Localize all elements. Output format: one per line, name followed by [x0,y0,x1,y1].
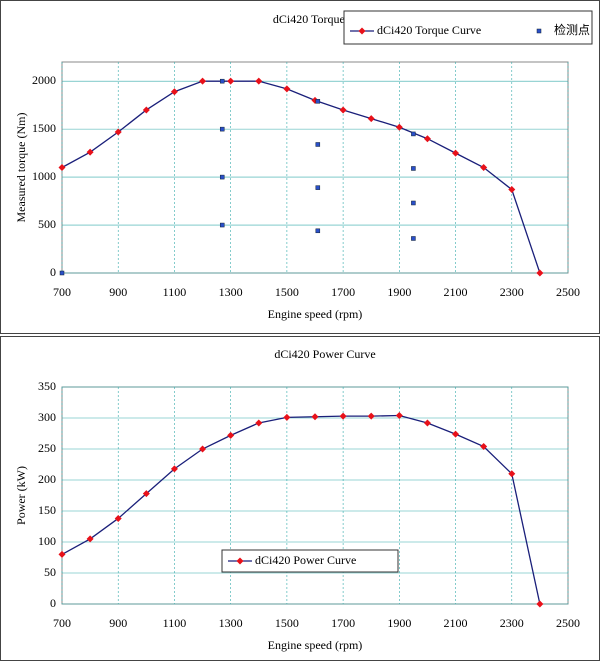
y-tick-label: 0 [50,265,56,279]
data-point [423,135,431,143]
y-tick-label: 50 [44,565,56,579]
data-point [367,412,375,420]
chart-title: dCi420 Power Curve [274,347,375,361]
data-point [339,106,347,114]
y-tick-label: 100 [38,534,56,548]
data-point [315,228,321,234]
data-point [452,149,460,157]
legend [343,10,593,45]
data-point [315,142,321,147]
data-point [283,413,291,421]
data-point [219,126,225,132]
legend-label: dCi420 Power Curve [255,553,356,567]
y-tick-label: 250 [38,441,56,455]
y-tick-label: 1500 [32,121,56,135]
data-point [315,99,321,104]
x-tick-label: 1900 [387,285,411,299]
x-tick-label: 1300 [219,616,243,630]
legend-label: dCi420 Torque Curve [377,23,481,37]
data-point [219,78,225,84]
data-point [411,200,416,206]
x-tick-label: 700 [53,616,71,630]
series-line [61,414,541,605]
y-tick-label: 150 [38,503,56,517]
data-point [199,77,207,85]
x-tick-label: 2300 [500,616,524,630]
data-point [219,222,225,228]
x-tick-label: 1500 [275,616,299,630]
data-point [508,186,516,194]
data-point [199,445,207,453]
x-tick-label: 2100 [444,285,468,299]
x-tick-label: 1100 [163,616,187,630]
data-point [536,600,544,608]
y-tick-label: 500 [38,217,56,231]
data-point [367,115,375,123]
y-tick-label: 200 [38,472,56,486]
data-point [255,77,263,85]
data-point [536,269,544,277]
legend-marker [358,27,366,35]
data-point [86,535,94,543]
x-tick-label: 2300 [500,285,524,299]
x-tick-label: 700 [53,285,71,299]
data-point [170,465,178,473]
data-point [58,164,66,171]
data-point [311,413,319,421]
data-point [142,490,150,498]
x-tick-label: 2500 [556,285,580,299]
data-point [170,88,178,96]
x-tick-label: 1700 [331,616,355,630]
x-tick-label: 1900 [387,616,411,630]
y-axis-label: Power (kW) [14,466,28,525]
y-tick-label: 1000 [32,169,56,183]
data-point [452,430,460,438]
data-point [395,412,403,420]
x-tick-label: 1700 [331,285,355,299]
data-point [58,550,66,558]
data-point [255,419,263,427]
data-point [86,148,94,156]
x-axis-label: Engine speed (rpm) [268,307,363,321]
y-tick-label: 350 [38,379,56,393]
data-point [114,514,122,522]
data-point [480,164,488,171]
x-tick-label: 900 [109,616,127,630]
data-point [227,431,235,439]
x-tick-label: 1100 [163,285,187,299]
legend [221,549,399,573]
data-point [339,412,347,420]
legend-marker [236,557,244,565]
data-point [315,185,321,190]
data-point [508,470,516,478]
x-tick-label: 2500 [556,616,580,630]
data-point [59,270,65,276]
data-point [114,128,122,136]
data-point [227,77,235,85]
legend-marker [536,28,542,34]
x-tick-label: 900 [109,285,127,299]
plot-area [61,61,569,274]
data-point [411,131,416,137]
y-tick-label: 300 [38,410,56,424]
data-point [411,166,416,171]
x-axis-label: Engine speed (rpm) [268,638,363,652]
data-point [142,106,150,114]
data-point [395,123,403,131]
y-axis-label: Measured torque (Nm) [14,113,28,223]
series-line [61,80,541,274]
y-tick-label: 0 [50,596,56,610]
data-point [283,85,291,93]
data-point [219,174,225,180]
data-point [411,236,416,241]
x-tick-label: 1500 [275,285,299,299]
y-tick-label: 2000 [32,73,56,87]
data-point [480,443,488,451]
legend-label: 检测点 [554,22,590,37]
x-tick-label: 2100 [444,616,468,630]
x-tick-label: 1300 [219,285,243,299]
data-point [423,419,431,427]
